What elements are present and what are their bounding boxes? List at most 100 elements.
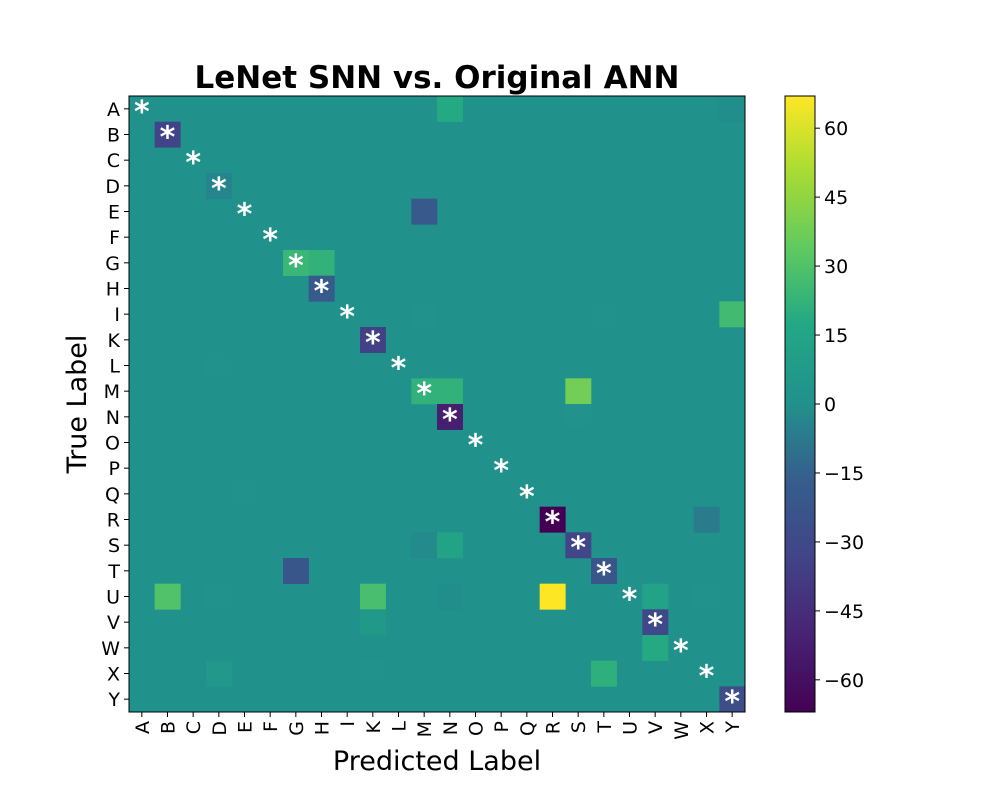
x-tick-label-Y: Y — [722, 721, 744, 734]
heatmap-cell-B-B — [154, 121, 181, 148]
colorbar-tick-label: −45 — [824, 601, 864, 623]
x-tick-label-K: K — [363, 720, 385, 733]
diagonal-marker-B: * — [160, 121, 176, 156]
heatmap-cell-Q-E — [231, 481, 258, 507]
y-tick-label-W: W — [101, 638, 120, 660]
diagonal-marker-X: * — [699, 660, 715, 695]
diagonal-marker-V: * — [647, 608, 663, 643]
diagonal-marker-F: * — [262, 223, 278, 258]
y-tick-label-Q: Q — [105, 484, 120, 506]
diagonal-marker-I: * — [339, 300, 355, 335]
heatmap-cell-X-K — [360, 660, 386, 687]
y-axis-label: True Label — [62, 335, 93, 475]
heatmap-cell-S-S — [565, 532, 592, 559]
x-tick-label-I: I — [337, 721, 359, 727]
x-tick-label-T: T — [594, 721, 616, 734]
y-tick-label-D: D — [105, 176, 120, 198]
y-tick-label-M: M — [104, 381, 120, 403]
y-tick-label-G: G — [105, 253, 120, 275]
colorbar-tick-label: −60 — [824, 670, 864, 692]
heatmap-cell-I-T — [591, 301, 617, 328]
y-tick-label-T: T — [107, 561, 120, 583]
heatmap-cell-H-H — [308, 275, 335, 302]
x-tick-label-W: W — [671, 721, 693, 740]
x-tick-label-F: F — [260, 721, 282, 732]
diagonal-marker-N: * — [442, 403, 458, 438]
diagonal-marker-S: * — [570, 531, 586, 566]
x-tick-label-P: P — [491, 721, 513, 732]
colorbar-tick-label: 30 — [824, 256, 848, 278]
x-tick-label-B: B — [158, 721, 180, 734]
heatmap-cell-U-X — [693, 583, 720, 610]
y-tick-label-S: S — [108, 535, 120, 557]
y-tick-label-U: U — [106, 587, 120, 609]
x-tick-label-E: E — [235, 721, 257, 733]
diagonal-marker-W: * — [673, 634, 689, 669]
heatmap-cell-S-N — [437, 532, 463, 559]
y-tick-label-O: O — [105, 433, 120, 455]
heatmap-cell-R-R — [539, 506, 566, 533]
heatmap-cell-L-D — [206, 352, 232, 379]
x-tick-label-M: M — [414, 721, 436, 737]
y-tick-label-R: R — [107, 510, 120, 532]
colorbar-ticks: 60 45 30 15 0 −15 −30 −45 −60 — [815, 118, 864, 692]
y-tick-label-N: N — [106, 407, 120, 429]
x-tick-label-X: X — [697, 721, 719, 734]
colorbar-tick-label: −15 — [824, 463, 864, 485]
x-tick-label-R: R — [543, 721, 565, 734]
colorbar-tick-label: −30 — [824, 532, 864, 554]
colorbar-tick-label: 45 — [824, 187, 848, 209]
diagonal-marker-D: * — [211, 172, 227, 207]
diagonal-marker-M: * — [416, 377, 432, 412]
x-tick-label-Q: Q — [517, 721, 539, 736]
heatmap-cell-M-N — [437, 378, 463, 405]
colorbar-tick-label: 60 — [824, 118, 848, 140]
colorbar-gradient — [785, 96, 815, 712]
heatmap-cell-M-S — [565, 378, 592, 405]
colorbar — [784, 95, 816, 713]
heatmap-cell-Y-Y — [719, 686, 746, 713]
heatmap-cell-G-G — [283, 250, 309, 276]
heatmap-cell-W-V — [642, 635, 669, 661]
y-tick-label-I: I — [114, 304, 120, 326]
y-tick-label-V: V — [107, 612, 120, 634]
y-tick-label-F: F — [109, 227, 120, 249]
x-tick-label-N: N — [440, 721, 462, 735]
heatmap-cell-U-N — [437, 583, 463, 610]
heatmap-cell-I-Y — [719, 301, 746, 328]
diagonal-marker-U: * — [622, 583, 638, 618]
diagonal-marker-P: * — [493, 454, 509, 489]
heatmap-cell-U-K — [360, 583, 386, 610]
heatmap-cell-U-V — [642, 583, 669, 610]
x-tick-label-V: V — [645, 721, 667, 734]
y-tick-label-Y: Y — [107, 689, 120, 711]
diagonal-marker-T: * — [596, 557, 612, 592]
heatmap-cell-M-M — [411, 378, 438, 405]
y-tick-label-X: X — [107, 664, 120, 686]
diagonal-marker-A: * — [134, 95, 150, 130]
heatmap-cell-E-M — [411, 198, 438, 225]
heatmap-cell-I-M — [411, 301, 438, 328]
diagonal-marker-O: * — [468, 429, 484, 464]
y-tick-label-A: A — [107, 99, 120, 121]
heatmap-cell-V-V — [642, 609, 669, 636]
heatmap-cell-X-T — [591, 660, 617, 687]
diagonal-marker-K: * — [365, 326, 381, 361]
x-tick-label-S: S — [568, 721, 590, 733]
x-axis-label: Predicted Label — [333, 746, 541, 777]
y-tick-label-B: B — [107, 125, 120, 147]
diagonal-marker-Q: * — [519, 480, 535, 515]
y-tick-label-H: H — [106, 279, 120, 301]
heatmap-cell-X-D — [206, 660, 232, 687]
diagonal-marker-R: * — [545, 506, 561, 541]
x-tick-label-G: G — [286, 721, 308, 736]
diagonal-marker-E: * — [237, 198, 253, 233]
heatmap-cell-U-B — [154, 583, 181, 610]
y-tick-label-C: C — [107, 150, 120, 172]
heatmap-cell-S-M — [411, 532, 438, 559]
chart-title: LeNet SNN vs. Original ANN — [195, 60, 680, 96]
diagonal-marker-G: * — [288, 249, 304, 284]
